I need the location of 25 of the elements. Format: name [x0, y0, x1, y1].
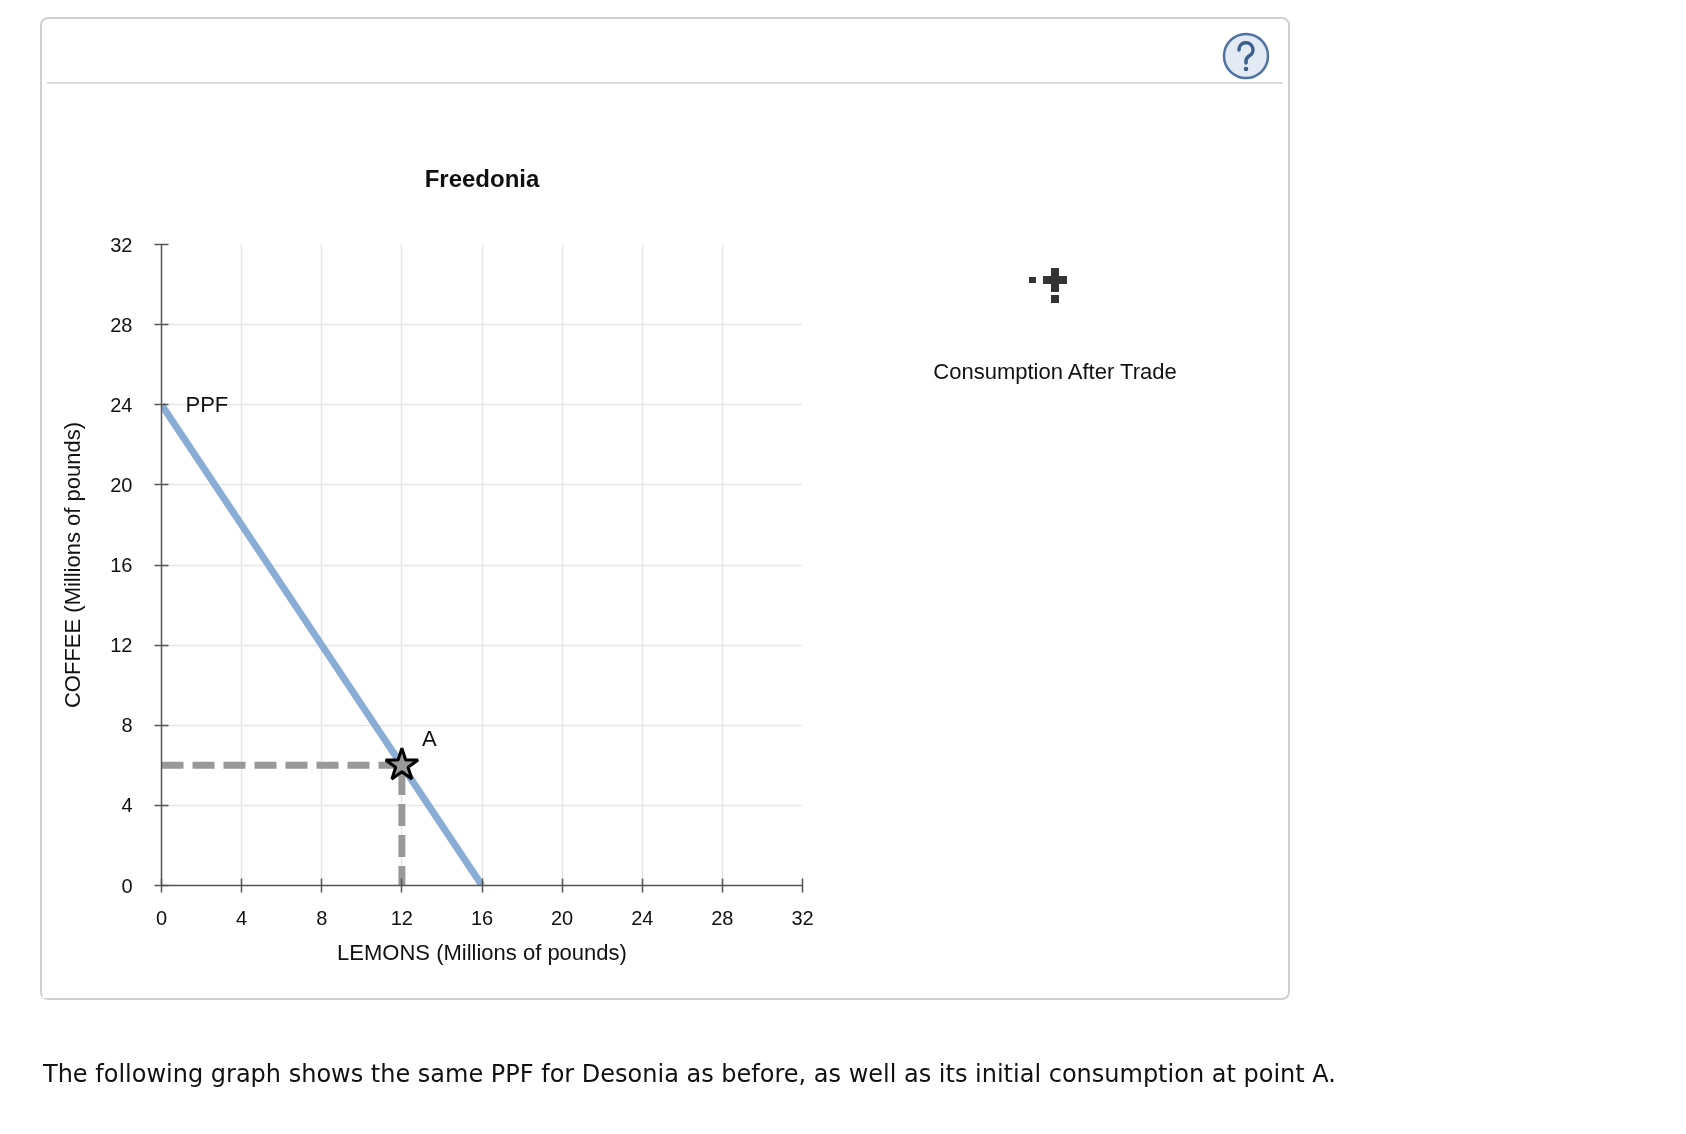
y-tick-label: 8	[121, 714, 133, 737]
x-tick-label: 8	[316, 906, 328, 929]
x-tick-label: 0	[155, 906, 168, 929]
y-axis-title: COFFEE (Millions of pounds)	[60, 421, 86, 709]
x-tick-label: 12	[390, 906, 413, 929]
series-label: A	[421, 726, 437, 752]
y-tick-label: 32	[110, 233, 133, 256]
x-tick-label: 28	[711, 906, 734, 929]
x-tick-label: 20	[551, 906, 574, 929]
y-tick-label: 24	[110, 393, 133, 416]
x-tick-label: 16	[470, 906, 494, 929]
chart-title: Freedonia	[424, 164, 540, 192]
text: The following graph shows the same PPF for Desonia as before, as well as its initial consumption at point A.	[43, 1059, 1336, 1090]
y-tick-label: 12	[110, 634, 133, 657]
y-tick-label: 20	[110, 473, 133, 496]
y-tick-label: 28	[110, 313, 133, 336]
x-axis-title: LEMONS (Millions of pounds)	[337, 939, 627, 965]
x-tick-label: 32	[791, 906, 814, 929]
y-tick-label: 4	[121, 794, 133, 817]
y-tick-label: 0	[121, 874, 133, 897]
x-tick-label: 24	[631, 906, 654, 929]
x-tick-label: 4	[236, 906, 248, 929]
text: Consumption After Trade	[932, 358, 1178, 386]
y-tick-label: 16	[110, 554, 133, 576]
series-label: PPF	[185, 392, 229, 418]
